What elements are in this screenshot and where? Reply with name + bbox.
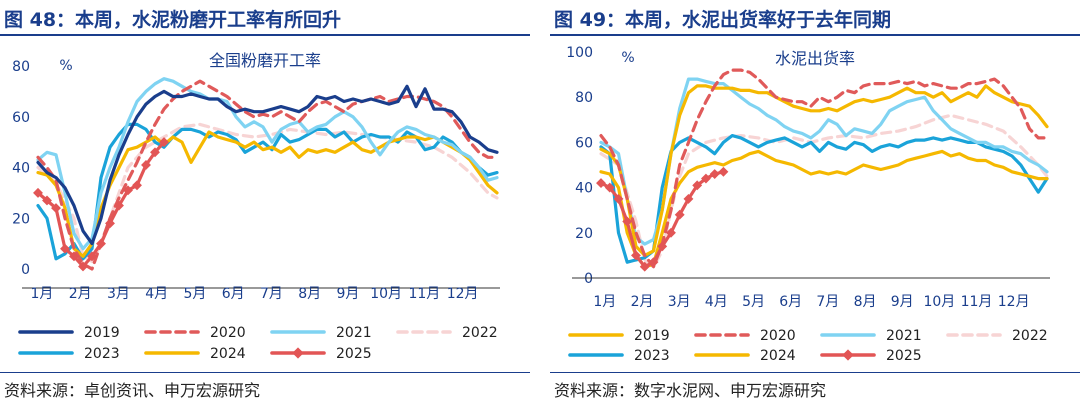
legend-label-2022: 2022 — [462, 325, 498, 341]
x-tick-label: 8月 — [298, 286, 321, 302]
x-tick-label: 5月 — [183, 286, 206, 302]
series-line-2024 — [599, 149, 1049, 269]
x-tick-label: 11月 — [961, 294, 993, 310]
y-tick-label: 80 — [575, 90, 593, 106]
data-marker-2025 — [622, 216, 633, 227]
data-marker-2025 — [42, 195, 52, 206]
x-tick-label: 4月 — [145, 286, 168, 302]
data-marker-2025 — [666, 227, 676, 238]
legend-marker-2025 — [292, 347, 304, 359]
x-tick-label: 1月 — [30, 286, 53, 302]
data-marker-2025 — [60, 243, 70, 254]
x-tick-label: 6月 — [222, 286, 245, 302]
series-line-2019 — [36, 84, 499, 246]
series-line-2023 — [599, 133, 1049, 264]
legend-label-2025: 2025 — [886, 348, 922, 364]
data-marker-2025 — [159, 137, 169, 148]
data-marker-2025 — [596, 178, 606, 189]
x-tick-label: 7月 — [260, 286, 283, 302]
x-tick-label: 12月 — [447, 286, 479, 302]
data-marker-2025 — [648, 257, 659, 268]
data-marker-2025 — [123, 185, 133, 196]
title-rule — [550, 34, 1080, 36]
data-marker-2025 — [33, 187, 43, 198]
data-marker-2025 — [692, 180, 703, 191]
legend-label-2025: 2025 — [336, 346, 372, 362]
legend-label-2020: 2020 — [760, 328, 796, 344]
y-tick-label: 80 — [12, 59, 30, 75]
legend-label-2024: 2024 — [210, 346, 246, 362]
data-marker-2025 — [150, 147, 160, 158]
x-tick-label: 10月 — [923, 294, 955, 310]
y-tick-label: 100 — [566, 45, 593, 61]
cement-shipment-rate-chart: 水泥出货率% 0 20 40 60 80 100 1月 2月 3月 4月 5月 6月 7月 8月 9月 10月 1… — [566, 45, 1050, 364]
x-tick-label: 4月 — [705, 294, 728, 310]
data-marker-2025 — [114, 200, 124, 211]
legend-marker-2025 — [842, 349, 854, 361]
legend-label-2023: 2023 — [84, 346, 120, 362]
chart-title: 全国粉磨开工率 — [209, 51, 321, 70]
data-marker-2025 — [105, 218, 115, 229]
y-tick-label: 60 — [575, 135, 593, 151]
x-tick-label: 3月 — [107, 286, 130, 302]
data-marker-2025 — [674, 209, 685, 220]
legend-label-2020: 2020 — [210, 325, 246, 341]
series-line-2019 — [599, 84, 1049, 257]
x-tick-label: 5月 — [742, 294, 765, 310]
y-unit-label: % — [621, 50, 634, 66]
x-tick-label: 6月 — [779, 294, 802, 310]
legend-label-2019: 2019 — [84, 325, 120, 341]
x-tick-label: 8月 — [854, 294, 877, 310]
y-tick-label: 0 — [584, 271, 593, 287]
x-tick-label: 2月 — [69, 286, 92, 302]
y-tick-label: 60 — [12, 110, 30, 126]
source-note: 资料来源：数字水泥网、申万宏源研究 — [554, 381, 827, 400]
figure-title: 图 48：本周，水泥粉磨开工率有所回升 — [4, 9, 342, 31]
data-marker-2025 — [51, 203, 61, 214]
data-marker-2025 — [96, 238, 106, 249]
legend-label-2024: 2024 — [760, 348, 796, 364]
legend-label-2023: 2023 — [634, 348, 670, 364]
x-tick-label: 9月 — [891, 294, 914, 310]
y-tick-label: 20 — [575, 226, 593, 242]
source-rule — [0, 372, 530, 373]
y-tick-label: 40 — [12, 161, 30, 177]
figure-49-panel: 图 49：本周，水泥出货率好于去年同期 水泥出货率% 0 20 40 60 80 100 1月… — [550, 0, 1080, 400]
x-tick-label: 1月 — [593, 294, 616, 310]
x-tick-label: 9月 — [336, 286, 359, 302]
figure-48-panel: 图 48：本周，水泥粉磨开工率有所回升 全国粉磨开工率% 0 20 40 60 80 1月 2… — [0, 0, 530, 400]
x-tick-label: 12月 — [998, 294, 1030, 310]
legend-label-2019: 2019 — [634, 328, 670, 344]
figure-title: 图 49：本周，水泥出货率好于去年同期 — [554, 9, 892, 31]
x-tick-label: 10月 — [370, 286, 402, 302]
y-unit-label: % — [59, 58, 72, 74]
series-line-2022 — [599, 113, 1049, 269]
grinding-utilization-chart: 全国粉磨开工率% 0 20 40 60 80 1月 2月 3月 4月 5月 6月 7月 8月 9月 10月 11… — [12, 51, 500, 362]
data-marker-2025 — [132, 180, 142, 191]
source-note: 资料来源：卓创资讯、申万宏源研究 — [4, 381, 261, 400]
y-tick-label: 0 — [21, 262, 30, 278]
x-tick-label: 2月 — [631, 294, 654, 310]
y-tick-label: 20 — [12, 211, 30, 227]
x-tick-label: 7月 — [816, 294, 839, 310]
series-line-2020 — [599, 68, 1049, 269]
series-line-2024 — [36, 130, 499, 258]
x-tick-label: 3月 — [668, 294, 691, 310]
chart-title: 水泥出货率 — [775, 49, 855, 68]
series-line-2023 — [36, 122, 499, 261]
y-tick-label: 40 — [575, 181, 593, 197]
data-marker-2025 — [718, 166, 729, 177]
source-rule — [550, 372, 1080, 373]
data-marker-2025 — [709, 169, 720, 179]
x-tick-label: 11月 — [408, 286, 440, 302]
series-line-2021 — [36, 77, 499, 251]
legend-label-2021: 2021 — [336, 325, 372, 341]
title-rule — [0, 34, 530, 36]
legend-label-2021: 2021 — [886, 328, 922, 344]
legend-label-2022: 2022 — [1012, 328, 1048, 344]
